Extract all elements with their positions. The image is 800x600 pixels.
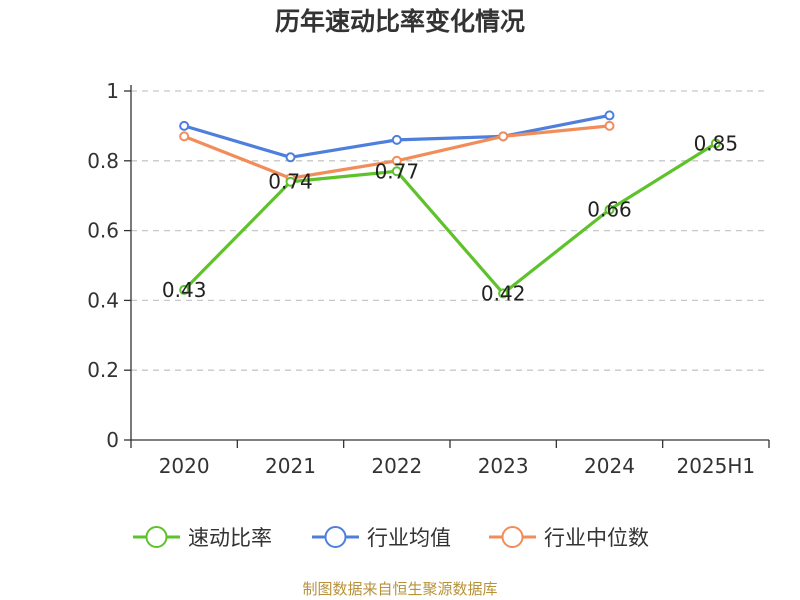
source-note: 制图数据来自恒生聚源数据库 bbox=[302, 580, 498, 598]
chart-title: 历年速动比率变化情况 bbox=[274, 7, 525, 36]
data-point bbox=[391, 166, 402, 177]
y-tick-label: 0.4 bbox=[87, 288, 119, 312]
y-tick-label: 0.6 bbox=[87, 219, 119, 243]
x-tick-label: 2025H1 bbox=[676, 454, 755, 478]
data-label: 0.74 bbox=[268, 170, 313, 194]
data-point bbox=[179, 131, 190, 142]
data-point bbox=[391, 155, 402, 166]
series-0 bbox=[179, 138, 721, 299]
x-tick-label: 2023 bbox=[478, 454, 529, 478]
y-tick-label: 0.2 bbox=[87, 358, 119, 382]
legend-label: 行业均值 bbox=[367, 526, 451, 550]
legend-label: 速动比率 bbox=[188, 526, 272, 550]
legend-item: 行业中位数 bbox=[489, 526, 649, 550]
data-label: 0.42 bbox=[481, 281, 526, 305]
data-point bbox=[285, 152, 296, 163]
legend-marker bbox=[501, 526, 524, 548]
data-point bbox=[604, 204, 615, 215]
data-label: 0.85 bbox=[694, 131, 739, 155]
data-point bbox=[604, 110, 615, 121]
legend-label: 行业中位数 bbox=[544, 526, 649, 550]
series-1 bbox=[179, 110, 615, 163]
y-tick-label: 0 bbox=[106, 428, 119, 452]
y-tick-label: 0.8 bbox=[87, 149, 119, 173]
x-tick-label: 2024 bbox=[584, 454, 635, 478]
data-point bbox=[285, 176, 296, 187]
x-tick-label: 2022 bbox=[371, 454, 422, 478]
x-tick-label: 2020 bbox=[159, 454, 210, 478]
x-tick-label: 2021 bbox=[265, 454, 316, 478]
y-tick-label: 1 bbox=[106, 79, 119, 103]
data-point bbox=[498, 131, 509, 142]
legend-marker bbox=[324, 526, 347, 548]
data-label: 0.66 bbox=[587, 198, 632, 222]
legend-marker bbox=[145, 526, 168, 548]
series-line bbox=[183, 141, 717, 296]
data-point bbox=[498, 288, 509, 299]
legend-item: 行业均值 bbox=[312, 526, 451, 550]
data-point bbox=[604, 120, 615, 131]
data-point bbox=[710, 138, 721, 149]
legend-item: 速动比率 bbox=[133, 526, 272, 550]
data-point bbox=[179, 284, 190, 295]
data-label: 0.43 bbox=[162, 278, 207, 302]
data-point bbox=[391, 134, 402, 145]
data-point bbox=[179, 120, 190, 131]
data-label: 0.77 bbox=[375, 159, 420, 183]
